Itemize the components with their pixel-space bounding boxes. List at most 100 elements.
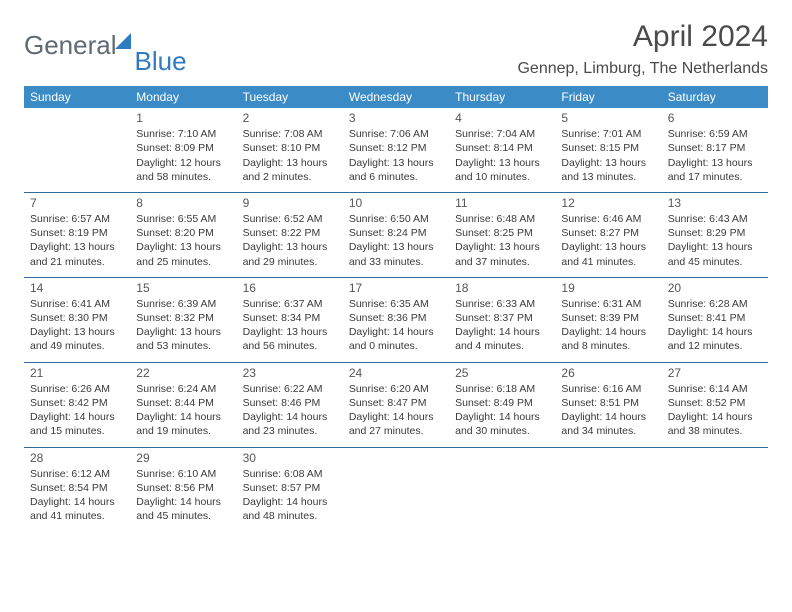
logo-text-blue: Blue [135,46,187,77]
sunset-text: Sunset: 8:54 PM [30,481,124,495]
daylight-text: Daylight: 13 hours [561,156,655,170]
header: General Blue April 2024 Gennep, Limburg,… [24,20,768,78]
sunset-text: Sunset: 8:29 PM [668,226,762,240]
daylight-text: and 8 minutes. [561,339,655,353]
sunset-text: Sunset: 8:39 PM [561,311,655,325]
calendar-cell: 15Sunrise: 6:39 AMSunset: 8:32 PMDayligh… [130,277,236,362]
calendar-cell: 28Sunrise: 6:12 AMSunset: 8:54 PMDayligh… [24,447,130,531]
daylight-text: and 45 minutes. [668,255,762,269]
daylight-text: Daylight: 13 hours [668,156,762,170]
sunset-text: Sunset: 8:24 PM [349,226,443,240]
logo: General Blue [24,20,189,61]
sunset-text: Sunset: 8:09 PM [136,141,230,155]
sunset-text: Sunset: 8:47 PM [349,396,443,410]
day-number: 5 [561,110,655,126]
calendar-cell: 18Sunrise: 6:33 AMSunset: 8:37 PMDayligh… [449,277,555,362]
day-header: Tuesday [237,86,343,108]
daylight-text: Daylight: 14 hours [561,410,655,424]
day-header: Wednesday [343,86,449,108]
day-header: Sunday [24,86,130,108]
day-number: 12 [561,195,655,211]
daylight-text: and 2 minutes. [243,170,337,184]
daylight-text: Daylight: 14 hours [349,410,443,424]
sunset-text: Sunset: 8:14 PM [455,141,549,155]
calendar-cell: 19Sunrise: 6:31 AMSunset: 8:39 PMDayligh… [555,277,661,362]
day-number: 23 [243,365,337,381]
daylight-text: Daylight: 14 hours [136,410,230,424]
calendar-cell: 30Sunrise: 6:08 AMSunset: 8:57 PMDayligh… [237,447,343,531]
daylight-text: and 30 minutes. [455,424,549,438]
day-header: Saturday [662,86,768,108]
calendar-cell: 27Sunrise: 6:14 AMSunset: 8:52 PMDayligh… [662,362,768,447]
sunset-text: Sunset: 8:41 PM [668,311,762,325]
daylight-text: Daylight: 12 hours [136,156,230,170]
sunset-text: Sunset: 8:52 PM [668,396,762,410]
calendar-cell [24,108,130,192]
month-title: April 2024 [517,20,768,54]
calendar-cell: 22Sunrise: 6:24 AMSunset: 8:44 PMDayligh… [130,362,236,447]
daylight-text: Daylight: 13 hours [243,156,337,170]
calendar-table: Sunday Monday Tuesday Wednesday Thursday… [24,86,768,531]
calendar-week-row: 28Sunrise: 6:12 AMSunset: 8:54 PMDayligh… [24,447,768,531]
calendar-cell: 9Sunrise: 6:52 AMSunset: 8:22 PMDaylight… [237,192,343,277]
day-header: Monday [130,86,236,108]
calendar-cell: 10Sunrise: 6:50 AMSunset: 8:24 PMDayligh… [343,192,449,277]
calendar-week-row: 7Sunrise: 6:57 AMSunset: 8:19 PMDaylight… [24,192,768,277]
daylight-text: Daylight: 13 hours [136,325,230,339]
sunset-text: Sunset: 8:20 PM [136,226,230,240]
daylight-text: and 37 minutes. [455,255,549,269]
daylight-text: Daylight: 13 hours [30,240,124,254]
sunset-text: Sunset: 8:17 PM [668,141,762,155]
calendar-cell: 24Sunrise: 6:20 AMSunset: 8:47 PMDayligh… [343,362,449,447]
calendar-cell: 12Sunrise: 6:46 AMSunset: 8:27 PMDayligh… [555,192,661,277]
sunrise-text: Sunrise: 7:10 AM [136,127,230,141]
sunrise-text: Sunrise: 6:33 AM [455,297,549,311]
daylight-text: and 6 minutes. [349,170,443,184]
sunrise-text: Sunrise: 6:26 AM [30,382,124,396]
day-number: 1 [136,110,230,126]
daylight-text: Daylight: 13 hours [136,240,230,254]
sunrise-text: Sunrise: 6:59 AM [668,127,762,141]
daylight-text: Daylight: 13 hours [668,240,762,254]
day-number: 20 [668,280,762,296]
sunrise-text: Sunrise: 7:01 AM [561,127,655,141]
daylight-text: and 29 minutes. [243,255,337,269]
sunset-text: Sunset: 8:19 PM [30,226,124,240]
daylight-text: and 21 minutes. [30,255,124,269]
day-number: 9 [243,195,337,211]
sunrise-text: Sunrise: 6:12 AM [30,467,124,481]
daylight-text: and 48 minutes. [243,509,337,523]
daylight-text: and 19 minutes. [136,424,230,438]
calendar-cell: 21Sunrise: 6:26 AMSunset: 8:42 PMDayligh… [24,362,130,447]
day-number: 3 [349,110,443,126]
daylight-text: and 58 minutes. [136,170,230,184]
daylight-text: and 12 minutes. [668,339,762,353]
sunrise-text: Sunrise: 6:08 AM [243,467,337,481]
sunrise-text: Sunrise: 7:06 AM [349,127,443,141]
day-number: 25 [455,365,549,381]
daylight-text: Daylight: 13 hours [30,325,124,339]
daylight-text: Daylight: 14 hours [30,410,124,424]
daylight-text: Daylight: 14 hours [668,325,762,339]
daylight-text: Daylight: 14 hours [455,325,549,339]
sunrise-text: Sunrise: 6:55 AM [136,212,230,226]
sunset-text: Sunset: 8:10 PM [243,141,337,155]
sunrise-text: Sunrise: 6:24 AM [136,382,230,396]
sunset-text: Sunset: 8:30 PM [30,311,124,325]
sunrise-text: Sunrise: 6:50 AM [349,212,443,226]
calendar-cell: 20Sunrise: 6:28 AMSunset: 8:41 PMDayligh… [662,277,768,362]
sunrise-text: Sunrise: 6:39 AM [136,297,230,311]
sunrise-text: Sunrise: 6:57 AM [30,212,124,226]
calendar-cell: 17Sunrise: 6:35 AMSunset: 8:36 PMDayligh… [343,277,449,362]
sunrise-text: Sunrise: 7:04 AM [455,127,549,141]
sunset-text: Sunset: 8:32 PM [136,311,230,325]
day-number: 26 [561,365,655,381]
day-number: 11 [455,195,549,211]
sunrise-text: Sunrise: 6:31 AM [561,297,655,311]
sunset-text: Sunset: 8:49 PM [455,396,549,410]
daylight-text: and 23 minutes. [243,424,337,438]
calendar-cell: 4Sunrise: 7:04 AMSunset: 8:14 PMDaylight… [449,108,555,192]
sunrise-text: Sunrise: 6:10 AM [136,467,230,481]
day-number: 29 [136,450,230,466]
sunrise-text: Sunrise: 6:35 AM [349,297,443,311]
